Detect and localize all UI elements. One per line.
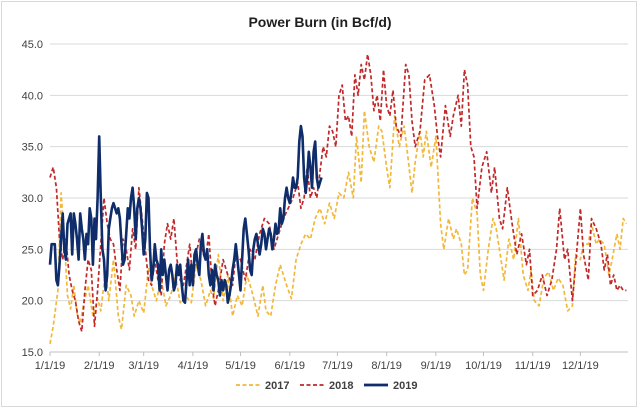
x-tick-label: 8/1/19 xyxy=(371,360,402,372)
y-tick-label: 45.0 xyxy=(22,39,43,51)
chart-title: Power Burn (in Bcf/d) xyxy=(248,14,391,30)
x-tick-label: 10/1/19 xyxy=(465,360,502,372)
y-tick-label: 25.0 xyxy=(22,244,43,256)
y-tick-label: 15.0 xyxy=(22,347,43,359)
x-tick-label: 7/1/19 xyxy=(322,360,353,372)
x-tick-label: 1/1/19 xyxy=(35,360,66,372)
series-line-2017 xyxy=(49,109,628,344)
x-tick-label: 11/1/19 xyxy=(515,360,551,372)
x-tick-label: 3/1/19 xyxy=(128,360,159,372)
series-lines xyxy=(48,53,628,344)
legend-label-2017: 2017 xyxy=(265,380,289,392)
x-axis-ticks: 1/1/19 2/1/19 3/1/19 4/1/19 5/1/19 6/1/19 7/1/… xyxy=(35,352,599,372)
legend-label-2018: 2018 xyxy=(329,380,353,392)
x-tick-label: 2/1/19 xyxy=(84,360,115,372)
x-tick-label: 12/1/19 xyxy=(562,360,599,372)
x-tick-label: 4/1/19 xyxy=(178,360,209,372)
y-tick-label: 40.0 xyxy=(22,90,43,102)
x-tick-label: 9/1/19 xyxy=(421,360,452,372)
series-line-2019 xyxy=(48,124,323,304)
y-tick-label: 20.0 xyxy=(22,296,43,308)
x-tick-label: 6/1/19 xyxy=(274,360,305,372)
y-axis-ticks: 15.0 20.0 25.0 30.0 35.0 40.0 45.0 xyxy=(22,39,43,359)
legend-label-2019: 2019 xyxy=(393,380,417,392)
y-tick-label: 35.0 xyxy=(22,142,43,154)
series-line-2018 xyxy=(49,53,627,333)
legend: 2017 2018 2019 xyxy=(236,380,417,392)
y-tick-label: 30.0 xyxy=(22,193,43,205)
x-tick-label: 5/1/19 xyxy=(225,360,256,372)
